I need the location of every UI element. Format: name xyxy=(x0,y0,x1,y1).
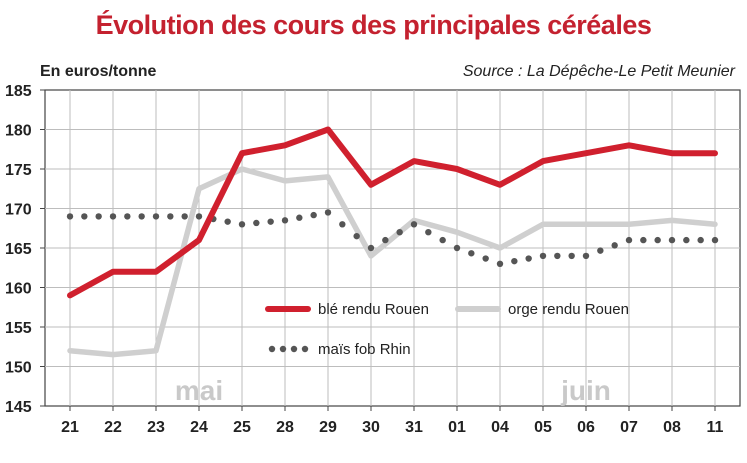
x-tick-label: 29 xyxy=(319,419,337,436)
x-tick-label: 07 xyxy=(620,419,638,436)
month-label: mai xyxy=(175,375,223,406)
series-point-mais xyxy=(482,255,489,262)
series-point-mais xyxy=(597,247,604,254)
series-point-mais xyxy=(525,255,532,262)
legend-label: orge rendu Rouen xyxy=(508,301,629,318)
series-point-mais xyxy=(167,213,174,220)
x-tick-label: 23 xyxy=(147,419,165,436)
legend-swatch-mais xyxy=(290,345,298,353)
series-point-mais xyxy=(425,229,432,236)
series-point-mais xyxy=(496,260,504,267)
series-point-mais xyxy=(152,213,160,220)
x-tick-label: 08 xyxy=(663,419,681,436)
series-point-mais xyxy=(195,213,203,220)
series-point-mais xyxy=(296,214,303,221)
series-point-mais xyxy=(668,236,676,244)
x-tick-label: 22 xyxy=(104,419,122,436)
series-point-mais xyxy=(138,213,145,220)
series-point-mais xyxy=(711,236,719,244)
y-tick-label: 165 xyxy=(5,241,32,258)
series-point-mais xyxy=(554,252,561,260)
series-point-mais xyxy=(253,219,260,227)
legend-swatch-mais xyxy=(301,345,309,353)
y-tick-label: 155 xyxy=(5,320,32,337)
series-point-mais xyxy=(367,244,375,252)
y-axis-unit: En euros/tonne xyxy=(40,63,157,80)
y-tick-label: 185 xyxy=(5,83,32,100)
series-point-mais xyxy=(81,213,88,220)
series-point-mais xyxy=(238,221,246,228)
series-point-mais xyxy=(654,236,661,244)
x-tick-label: 21 xyxy=(61,419,79,436)
series-point-mais xyxy=(95,213,102,220)
legend-label: blé rendu Rouen xyxy=(318,301,429,318)
series-point-mais xyxy=(310,211,317,219)
series-point-mais xyxy=(511,257,518,265)
series-point-mais xyxy=(625,236,633,244)
series-point-mais xyxy=(224,218,231,225)
series-point-mais xyxy=(697,236,704,244)
series-point-mais xyxy=(124,213,131,220)
y-tick-label: 170 xyxy=(5,202,32,219)
month-label: juin xyxy=(560,375,611,406)
x-tick-label: 04 xyxy=(491,419,509,436)
x-tick-label: 25 xyxy=(233,419,251,436)
x-tick-label: 05 xyxy=(534,419,552,436)
y-tick-label: 160 xyxy=(5,281,32,298)
x-tick-label: 30 xyxy=(362,419,380,436)
series-point-mais xyxy=(339,221,346,228)
series-point-mais xyxy=(396,229,403,236)
series-point-mais xyxy=(611,242,618,249)
series-point-mais xyxy=(410,221,418,228)
series-point-mais xyxy=(382,236,389,244)
series-point-mais xyxy=(439,236,446,244)
legend-swatch-mais xyxy=(268,345,276,353)
series-point-mais xyxy=(568,252,575,260)
series-point-mais xyxy=(324,209,332,216)
x-tick-label: 06 xyxy=(577,419,595,436)
series-line-orge xyxy=(67,166,718,358)
chart-title: Évolution des cours des principales céré… xyxy=(95,10,652,40)
series-point-mais xyxy=(353,232,360,240)
y-tick-label: 145 xyxy=(5,399,32,416)
series-point-mais xyxy=(281,217,289,224)
series-point-mais xyxy=(453,244,461,252)
x-tick-label: 24 xyxy=(190,419,208,436)
series-line-ble xyxy=(67,126,718,299)
x-tick-label: 11 xyxy=(707,419,724,436)
chart-source: Source : La Dépêche-Le Petit Meunier xyxy=(462,63,735,80)
series-point-mais xyxy=(109,213,117,220)
series-point-mais xyxy=(66,213,74,220)
y-tick-label: 150 xyxy=(5,360,32,377)
x-tick-label: 28 xyxy=(276,419,294,436)
series-point-mais xyxy=(640,236,647,244)
y-tick-label: 180 xyxy=(5,123,32,140)
series-point-mais xyxy=(582,252,590,260)
series-point-mais xyxy=(539,252,547,260)
legend-label: maïs fob Rhin xyxy=(318,341,411,358)
x-tick-label: 01 xyxy=(448,419,466,436)
series-point-mais xyxy=(683,236,690,244)
series-point-mais xyxy=(468,250,475,257)
legend-swatch-mais xyxy=(279,345,287,353)
x-tick-label: 31 xyxy=(405,419,423,436)
y-tick-label: 175 xyxy=(5,162,32,179)
series-point-mais xyxy=(181,213,188,220)
series-point-mais xyxy=(267,218,274,225)
